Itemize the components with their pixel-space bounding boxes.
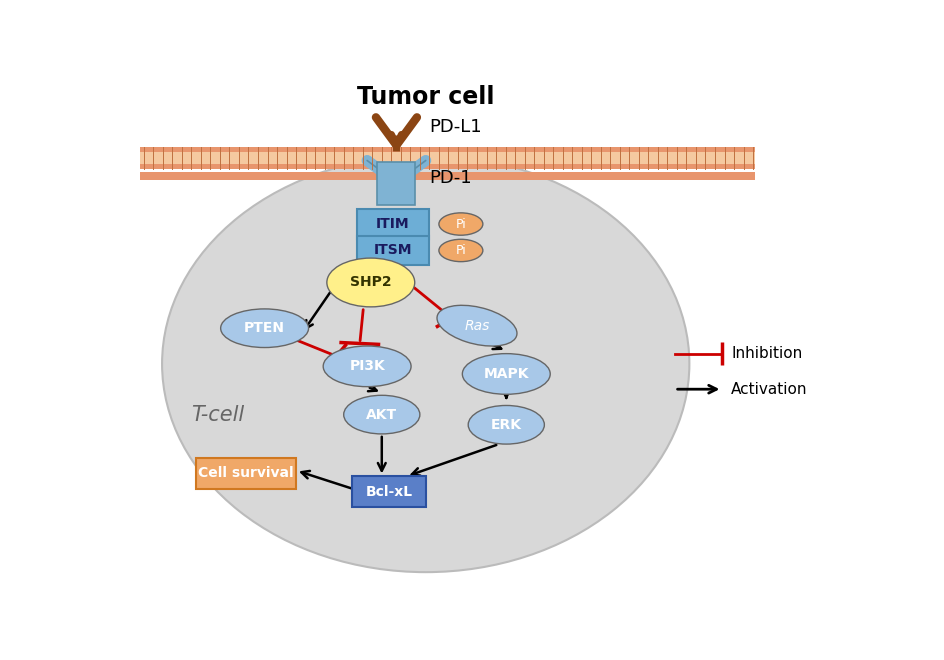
FancyBboxPatch shape xyxy=(140,152,754,164)
Text: PTEN: PTEN xyxy=(244,321,285,335)
FancyBboxPatch shape xyxy=(196,457,295,488)
Text: Inhibition: Inhibition xyxy=(731,346,801,361)
FancyBboxPatch shape xyxy=(357,236,429,265)
Text: ITSM: ITSM xyxy=(373,244,412,257)
Text: T-cell: T-cell xyxy=(191,405,244,424)
FancyBboxPatch shape xyxy=(357,209,429,239)
Ellipse shape xyxy=(327,258,414,307)
Text: Pi: Pi xyxy=(455,244,465,257)
Text: Bcl-xL: Bcl-xL xyxy=(365,485,413,499)
Text: Ras: Ras xyxy=(464,319,489,333)
FancyBboxPatch shape xyxy=(377,162,415,205)
Text: MAPK: MAPK xyxy=(483,367,529,381)
Ellipse shape xyxy=(436,306,516,346)
Text: ITIM: ITIM xyxy=(376,217,409,231)
Text: PD-L1: PD-L1 xyxy=(429,119,481,137)
FancyBboxPatch shape xyxy=(140,154,754,162)
FancyBboxPatch shape xyxy=(140,172,754,180)
Ellipse shape xyxy=(467,405,544,444)
Ellipse shape xyxy=(323,346,411,387)
Text: PD-1: PD-1 xyxy=(429,170,471,187)
Ellipse shape xyxy=(438,240,482,261)
Text: SHP2: SHP2 xyxy=(349,275,391,290)
Ellipse shape xyxy=(220,309,308,348)
Text: ERK: ERK xyxy=(490,418,521,432)
Ellipse shape xyxy=(344,395,419,434)
Ellipse shape xyxy=(162,156,689,572)
Text: PI3K: PI3K xyxy=(349,359,384,374)
FancyBboxPatch shape xyxy=(140,147,754,169)
Text: Tumor cell: Tumor cell xyxy=(357,85,494,109)
Text: Cell survival: Cell survival xyxy=(198,466,294,480)
Text: AKT: AKT xyxy=(366,408,396,422)
FancyBboxPatch shape xyxy=(352,477,426,508)
Text: Pi: Pi xyxy=(455,218,465,230)
Text: Activation: Activation xyxy=(731,381,807,397)
Ellipse shape xyxy=(438,213,482,235)
Ellipse shape xyxy=(462,354,549,394)
